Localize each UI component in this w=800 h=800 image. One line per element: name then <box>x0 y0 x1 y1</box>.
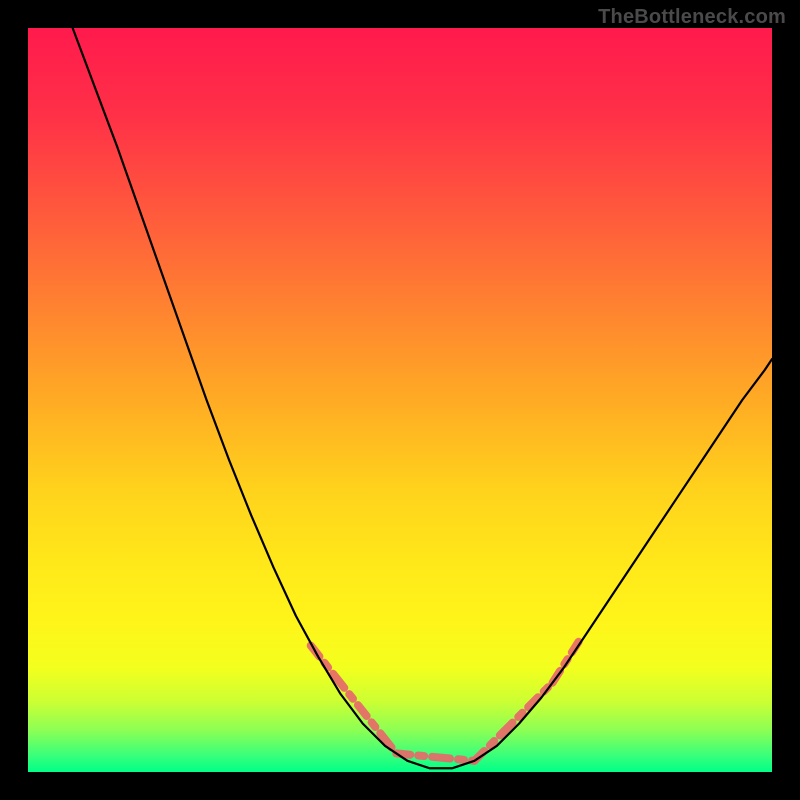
v-curve-chart <box>28 28 772 772</box>
gradient-background <box>28 28 772 772</box>
watermark-text: TheBottleneck.com <box>598 6 786 29</box>
plot-area <box>28 28 772 772</box>
chart-frame: TheBottleneck.com <box>0 0 800 800</box>
